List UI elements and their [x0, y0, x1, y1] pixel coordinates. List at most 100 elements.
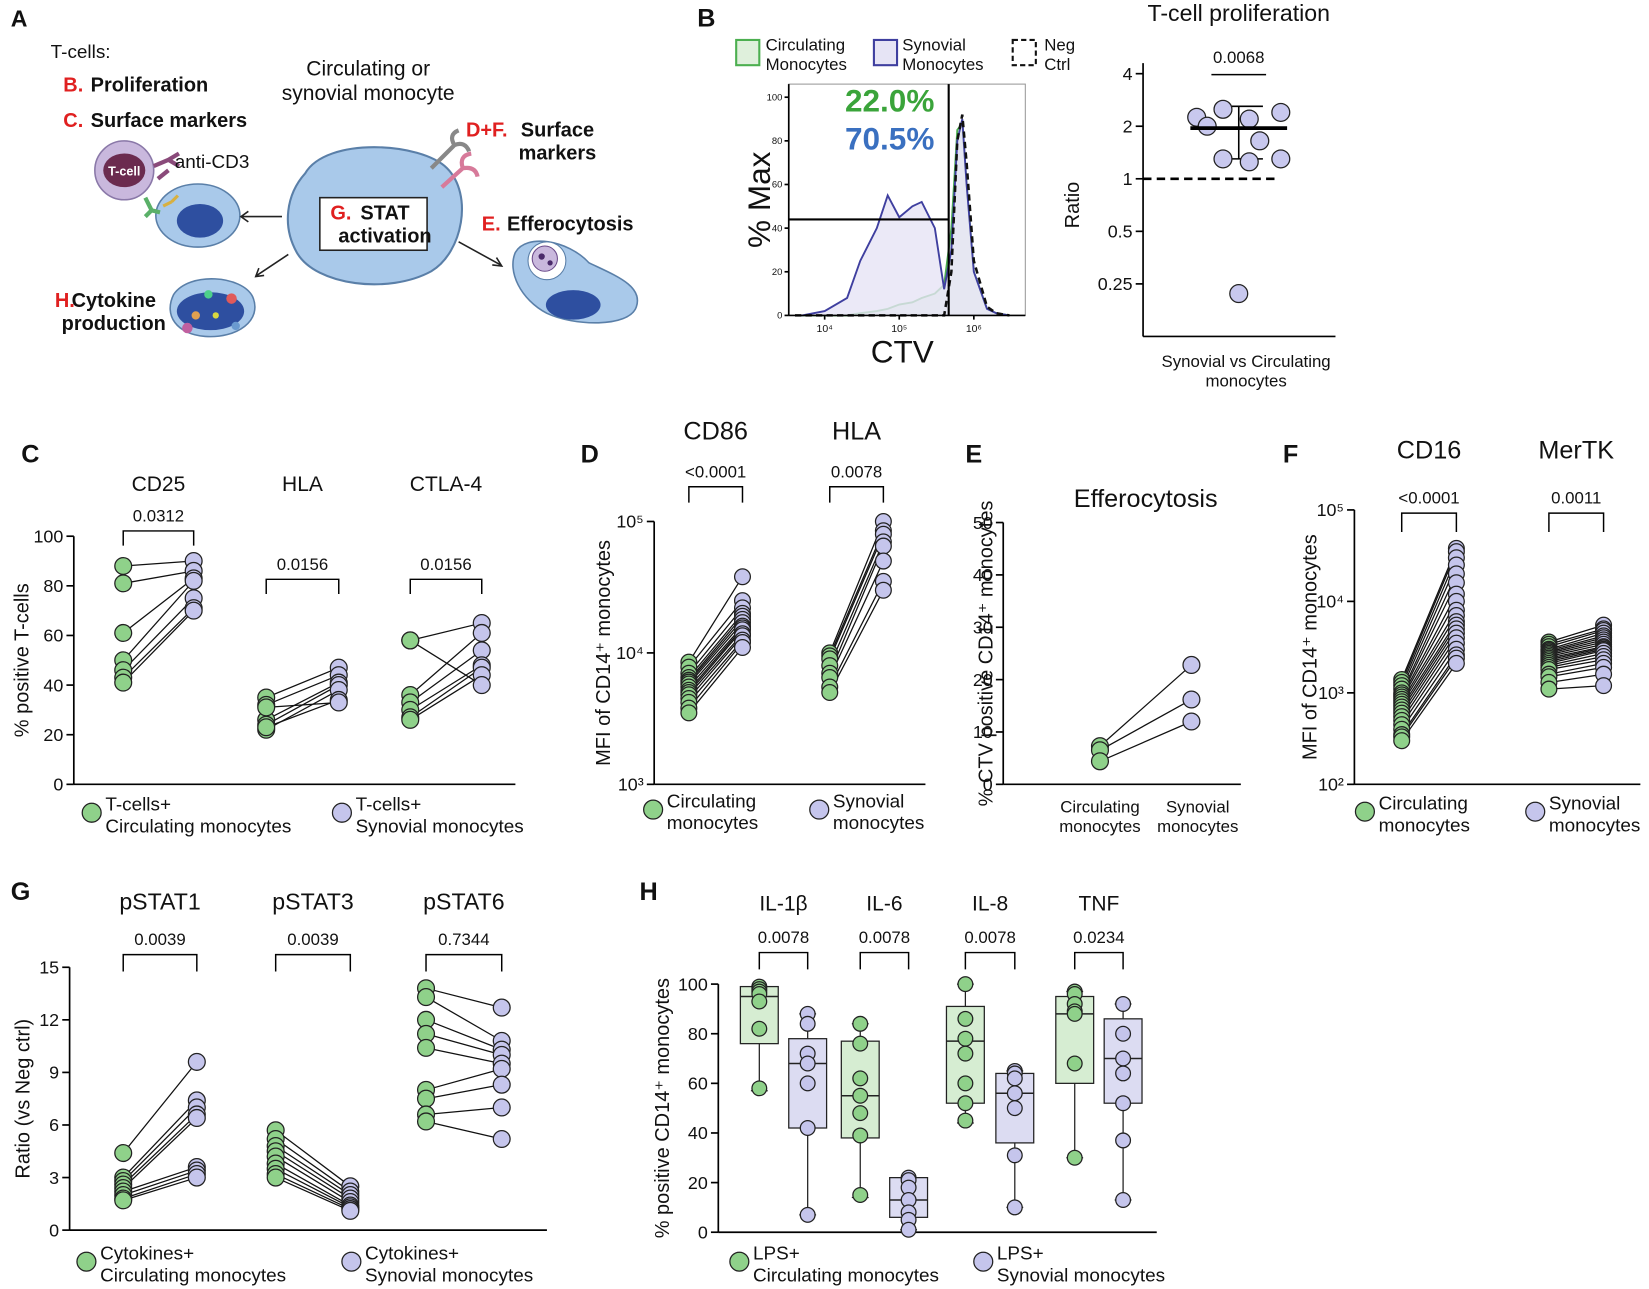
y-tick-label: 0	[49, 1220, 59, 1240]
group-title: pSTAT1	[119, 888, 200, 914]
pair-line	[1548, 624, 1604, 643]
point	[416, 1089, 436, 1108]
arrow	[458, 241, 504, 267]
point	[1090, 752, 1110, 771]
point	[751, 1020, 768, 1037]
point	[1066, 1005, 1083, 1022]
pair-line	[1099, 698, 1192, 751]
p-value: <0.0001	[1398, 489, 1459, 508]
point	[852, 1035, 869, 1052]
point	[852, 1070, 869, 1087]
pair-line	[688, 647, 743, 714]
point	[492, 998, 511, 1017]
point	[1115, 1050, 1132, 1067]
point	[1182, 712, 1201, 731]
bracket	[425, 953, 503, 972]
pair-line	[1548, 629, 1604, 648]
pair-line	[425, 1019, 502, 1051]
pair-line	[122, 597, 195, 671]
legend-marker	[973, 1251, 994, 1272]
point	[852, 1127, 869, 1144]
pair-line	[409, 632, 483, 696]
legend-label: Synovial Monocytes	[902, 35, 983, 73]
pair-line	[275, 1145, 351, 1196]
legend-label: Cytokines+ Circulating monocytes	[100, 1244, 286, 1287]
receptor	[429, 128, 472, 170]
point	[799, 1120, 816, 1137]
y-tick-label: 100	[33, 526, 63, 546]
item-key: H.	[55, 290, 75, 312]
pair-line	[425, 996, 503, 1042]
point	[1115, 1132, 1132, 1149]
pair-line	[265, 682, 340, 721]
y-tick-label: 20	[973, 670, 993, 690]
pair-line	[123, 1176, 198, 1201]
legend-marker	[643, 799, 664, 820]
diagram-heading: T-cells:	[51, 42, 111, 63]
item-key: D+F.	[466, 120, 508, 142]
pair-line	[1401, 648, 1457, 730]
point	[821, 683, 839, 701]
point	[114, 1143, 133, 1163]
point	[874, 537, 892, 555]
pair-line	[275, 1150, 351, 1200]
pair-line	[688, 576, 744, 663]
point	[1182, 690, 1201, 709]
point	[900, 1221, 917, 1238]
group-title: CTLA-4	[410, 473, 483, 496]
group-title: pSTAT6	[423, 888, 504, 914]
pair-line	[275, 1168, 351, 1208]
x-tick-label: 10⁵	[891, 323, 907, 335]
x-tick-label: 10⁴	[817, 323, 833, 335]
pair-line	[829, 589, 884, 693]
point	[799, 1206, 816, 1223]
point	[680, 704, 698, 722]
pair-line	[1548, 684, 1604, 690]
point	[114, 1191, 133, 1210]
pair-line	[265, 699, 339, 728]
point	[874, 552, 892, 570]
bracket	[274, 953, 352, 972]
pair-line	[1548, 647, 1604, 661]
group-title: pSTAT3	[272, 888, 353, 914]
y-tick-label: 80	[43, 576, 63, 596]
pair-line	[409, 649, 483, 703]
panel-letter: C	[21, 441, 39, 469]
cd3	[162, 194, 180, 208]
pair-line	[425, 1084, 502, 1100]
item-key: C.	[63, 110, 83, 132]
point	[751, 1080, 768, 1097]
y-tick-label: 40	[688, 1123, 708, 1143]
pair-line	[829, 521, 884, 654]
y-tick-label: 60	[688, 1074, 708, 1094]
tcr	[143, 196, 161, 219]
point	[492, 1098, 511, 1117]
pair-line	[266, 701, 339, 709]
y-tick-label: 40	[973, 565, 993, 585]
legend-label: Circulating monocytes	[1379, 794, 1470, 837]
y-tick-label: 1	[1123, 169, 1133, 189]
y-tick-label: 10⁴	[1316, 592, 1344, 612]
point	[114, 556, 133, 576]
y-tick-label: 100	[678, 974, 708, 994]
point	[114, 673, 133, 692]
pair-line	[1548, 639, 1604, 655]
bracket	[122, 530, 195, 546]
pair-line	[122, 607, 195, 679]
pair-line	[1401, 564, 1457, 690]
x-axis-label: CTV	[871, 334, 934, 370]
item-key: E.	[482, 213, 501, 235]
point	[492, 1075, 511, 1094]
item-text: Cytokine production	[62, 290, 166, 335]
y-tick-label: 0.5	[1108, 222, 1133, 242]
pair-line	[1548, 662, 1604, 675]
pair-line	[829, 533, 884, 660]
pair-line	[1401, 615, 1457, 705]
point	[1182, 655, 1201, 674]
pair-line	[122, 1114, 198, 1186]
y-tick-label: 0	[777, 311, 782, 322]
y-tick-label: 10	[973, 722, 993, 742]
p-value: <0.0001	[685, 462, 746, 481]
pair-line	[122, 1117, 198, 1189]
point	[187, 1052, 206, 1071]
